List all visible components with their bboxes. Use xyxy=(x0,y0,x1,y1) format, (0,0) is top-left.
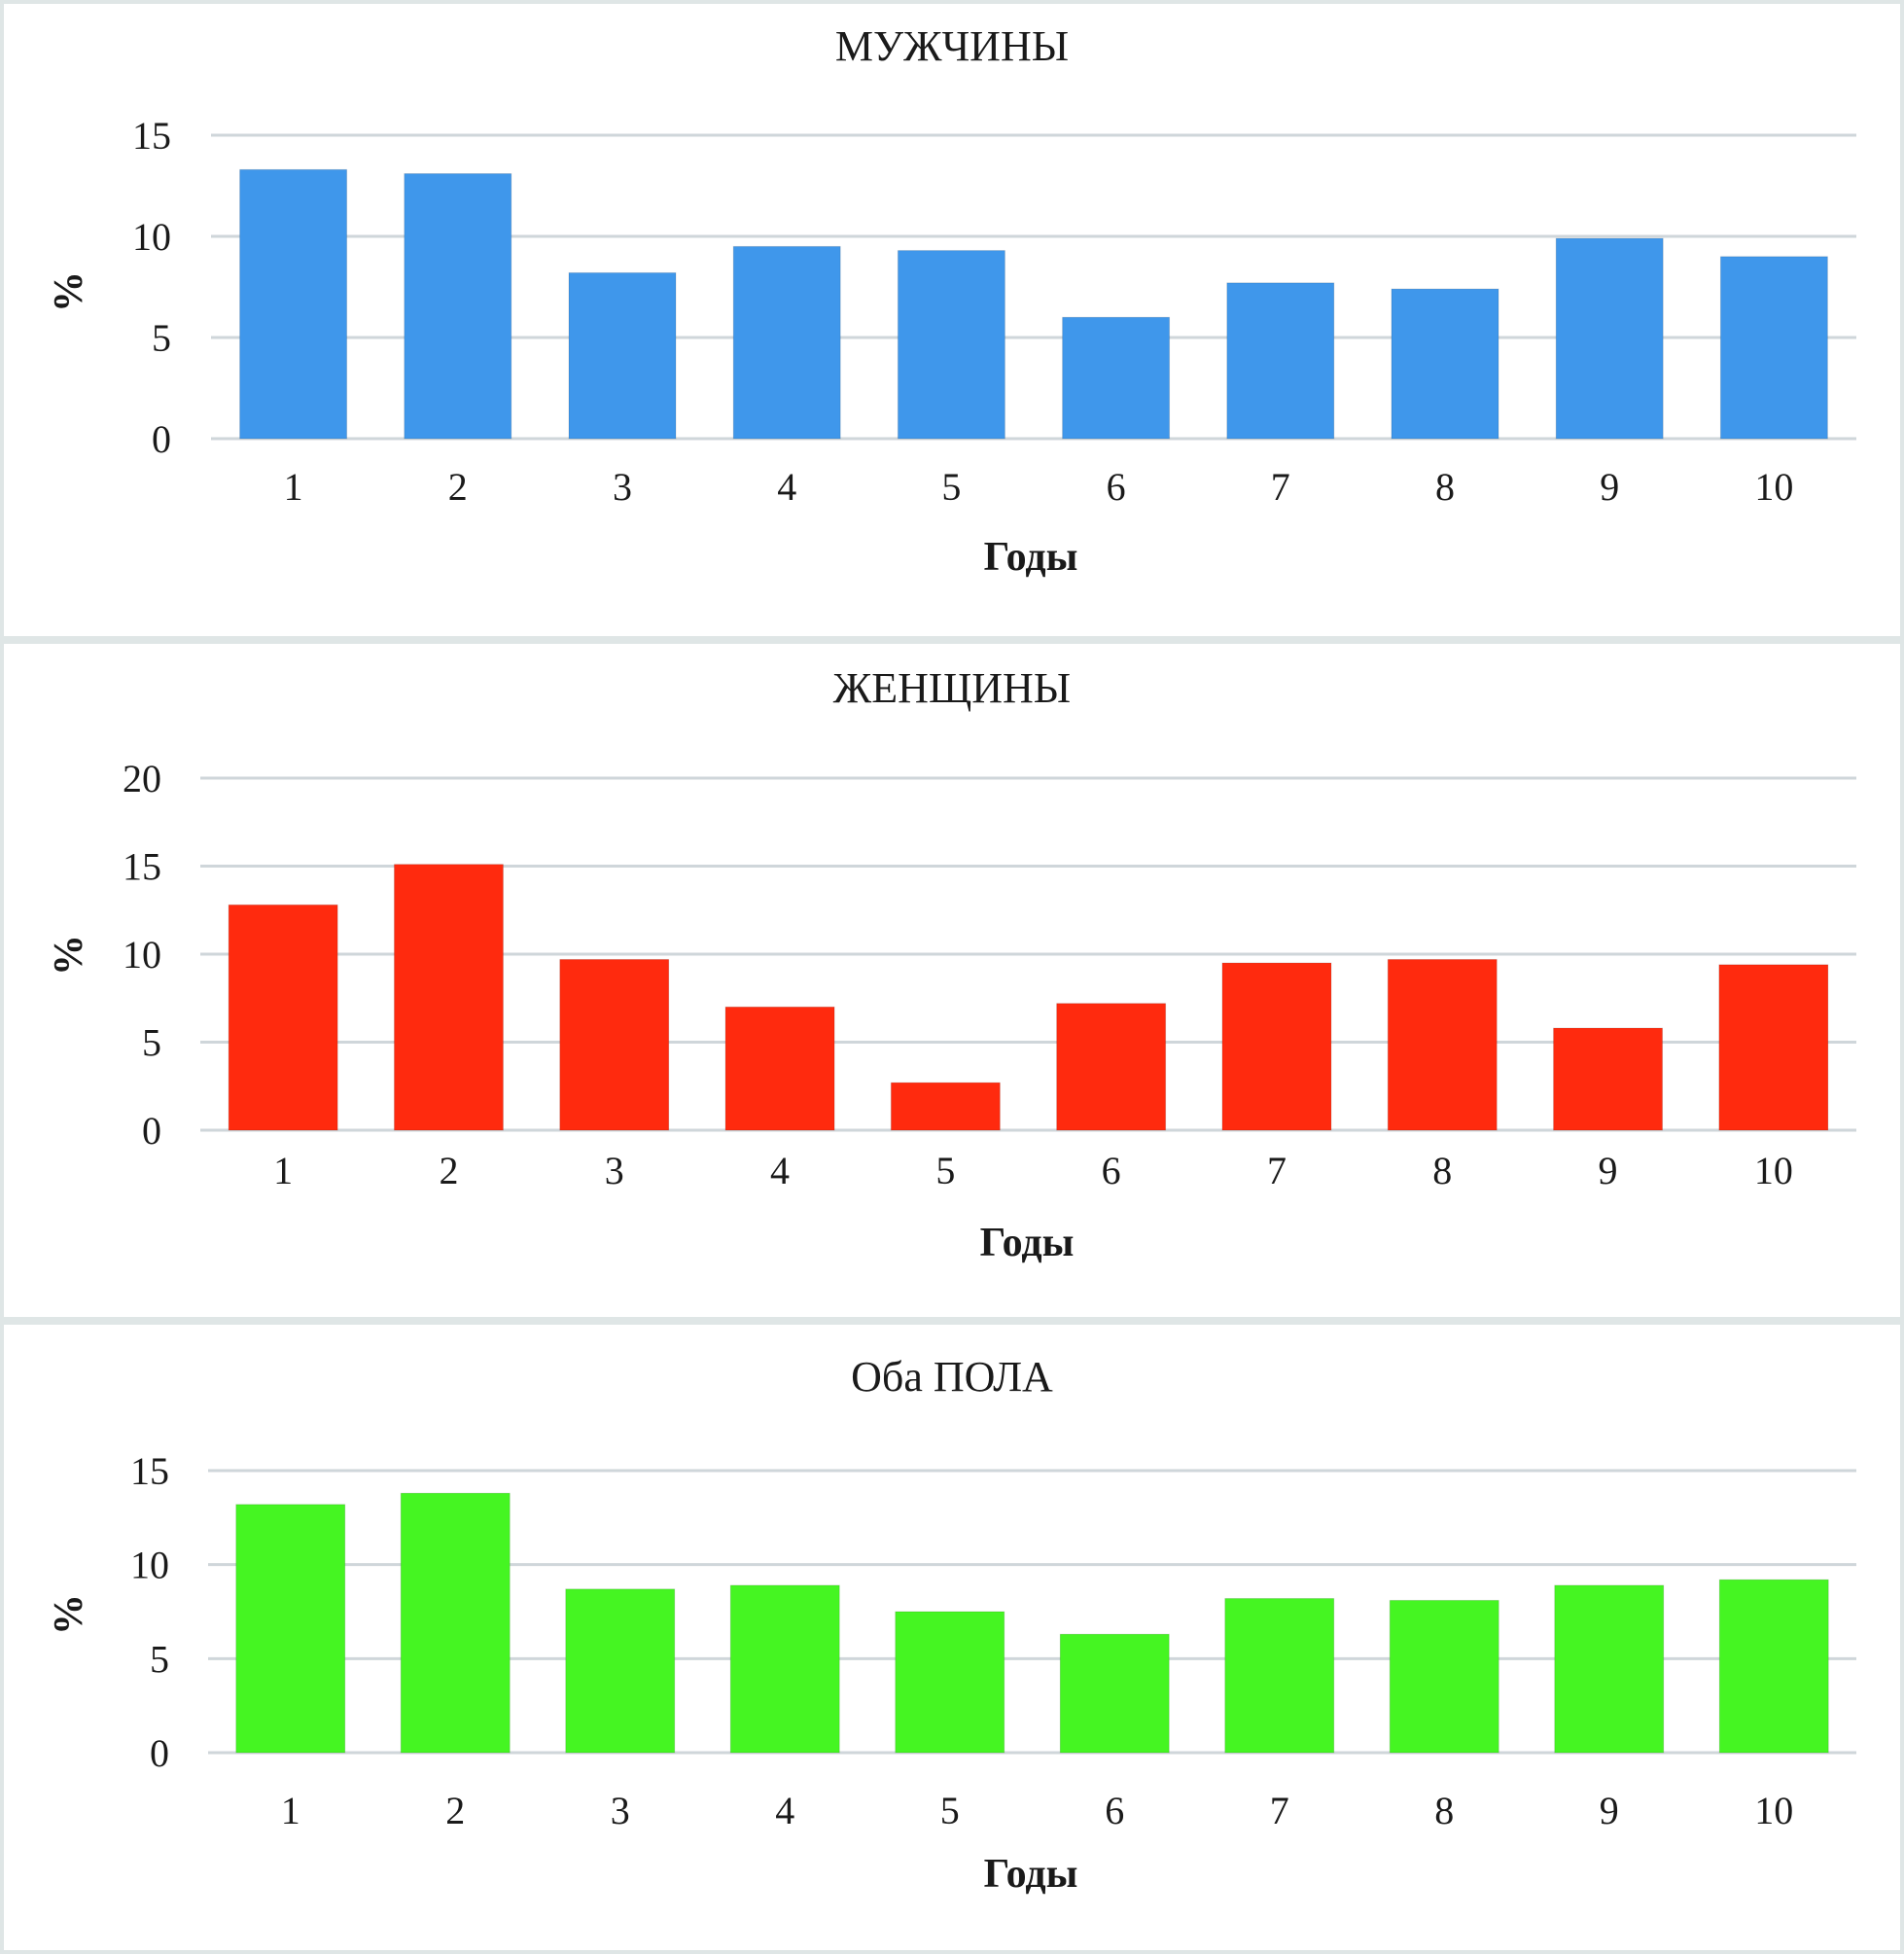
bar xyxy=(235,1504,346,1754)
x-tick-label: 1 xyxy=(284,465,303,509)
bar xyxy=(559,958,670,1131)
x-axis-label: Годы xyxy=(984,1852,1078,1897)
x-tick-label: 10 xyxy=(1754,1789,1793,1832)
y-tick-label: 5 xyxy=(150,1637,169,1681)
x-tick-label: 3 xyxy=(605,1149,624,1192)
bar xyxy=(1221,962,1332,1131)
x-tick-label: 7 xyxy=(1271,465,1290,509)
bar xyxy=(1718,1579,1829,1754)
x-tick-label: 4 xyxy=(777,465,796,509)
y-axis-label: % xyxy=(47,271,91,312)
bar xyxy=(729,1584,840,1754)
y-tick-label: 15 xyxy=(123,845,161,889)
bar xyxy=(1718,964,1829,1131)
x-tick-label: 3 xyxy=(613,465,632,509)
bar xyxy=(732,245,841,440)
y-tick-label: 15 xyxy=(130,1449,169,1493)
chart-panel-both: Оба ПОЛА % Годы 0 5 10 15 1 2 3 4 5 6 7 8 9 10 xyxy=(4,1325,1900,1950)
bar xyxy=(1719,256,1828,440)
x-tick-label: 7 xyxy=(1267,1149,1287,1192)
x-tick-label: 9 xyxy=(1600,465,1619,509)
bar xyxy=(239,168,348,440)
x-tick-label: 9 xyxy=(1600,1789,1619,1832)
x-tick-label: 5 xyxy=(935,1149,955,1192)
x-tick-label: 10 xyxy=(1754,1149,1793,1192)
bar xyxy=(895,1611,1005,1754)
x-tick-label: 8 xyxy=(1434,1789,1454,1832)
y-axis-label: % xyxy=(47,935,91,976)
bar xyxy=(1062,316,1171,440)
x-tick-label: 4 xyxy=(770,1149,790,1192)
y-tick-label: 10 xyxy=(132,215,171,259)
x-tick-label: 6 xyxy=(1107,465,1126,509)
x-tick-label: 7 xyxy=(1270,1789,1289,1832)
bar xyxy=(1059,1633,1170,1754)
chart-panel-men: МУЖЧИНЫ % Годы 0 5 10 15 1 2 3 4 5 6 7 8 9 10 xyxy=(4,4,1900,636)
chart-svg-men: МУЖЧИНЫ % Годы 0 5 10 15 1 2 3 4 5 6 7 8 9 10 xyxy=(47,22,1856,580)
x-tick-label: 1 xyxy=(273,1149,293,1192)
x-tick-label: 3 xyxy=(611,1789,630,1832)
x-tick-label: 4 xyxy=(775,1789,794,1832)
y-axis-label: % xyxy=(47,1594,91,1635)
x-tick-label: 2 xyxy=(448,465,468,509)
x-tick-label: 10 xyxy=(1754,465,1793,509)
x-tick-label: 1 xyxy=(281,1789,300,1832)
x-tick-label: 5 xyxy=(940,1789,960,1832)
y-tick-label: 10 xyxy=(130,1544,169,1587)
x-tick-label: 5 xyxy=(941,465,961,509)
bar xyxy=(404,173,512,440)
chart-panel-women: ЖЕНЩИНЫ % Годы 0 5 10 15 20 1 2 3 4 5 6 7 8 9 10 xyxy=(4,644,1900,1317)
chart-title: МУЖЧИНЫ xyxy=(835,22,1069,70)
y-tick-label: 10 xyxy=(123,933,161,977)
bar xyxy=(724,1006,835,1131)
bar xyxy=(1391,288,1499,440)
bar xyxy=(1056,1003,1167,1131)
y-tick-label: 20 xyxy=(123,757,161,800)
x-axis-label: Годы xyxy=(980,1221,1075,1265)
y-tick-label: 5 xyxy=(152,316,171,360)
bar xyxy=(1226,282,1335,440)
y-tick-label: 0 xyxy=(150,1731,169,1775)
x-tick-label: 8 xyxy=(1432,1149,1452,1192)
x-tick-label: 6 xyxy=(1105,1789,1124,1832)
bar xyxy=(1553,1027,1664,1131)
x-tick-label: 6 xyxy=(1102,1149,1121,1192)
bar xyxy=(400,1492,511,1754)
y-tick-label: 5 xyxy=(142,1021,161,1065)
chart-svg-women: ЖЕНЩИНЫ % Годы 0 5 10 15 20 1 2 3 4 5 6 7 8 9 10 xyxy=(47,664,1856,1265)
y-tick-label: 0 xyxy=(152,417,171,461)
bar xyxy=(1555,237,1664,440)
chart-title: ЖЕНЩИНЫ xyxy=(833,664,1071,712)
x-axis-label: Годы xyxy=(984,535,1078,580)
bar xyxy=(1224,1597,1335,1754)
x-tick-label: 2 xyxy=(445,1789,465,1832)
bar xyxy=(1389,1599,1499,1754)
bar xyxy=(228,904,338,1131)
bar xyxy=(897,250,1005,440)
chart-title: Оба ПОЛА xyxy=(851,1353,1053,1401)
bar xyxy=(393,864,504,1131)
x-tick-label: 2 xyxy=(439,1149,458,1192)
y-tick-label: 15 xyxy=(132,114,171,158)
chart-svg-both: Оба ПОЛА % Годы 0 5 10 15 1 2 3 4 5 6 7 8 9 10 xyxy=(47,1353,1856,1897)
x-tick-label: 8 xyxy=(1435,465,1455,509)
bar xyxy=(568,271,677,440)
bar xyxy=(890,1082,1001,1131)
x-tick-label: 9 xyxy=(1599,1149,1618,1192)
bar xyxy=(1387,958,1498,1131)
bar xyxy=(1554,1584,1665,1754)
bar xyxy=(565,1588,676,1754)
y-tick-label: 0 xyxy=(142,1109,161,1153)
